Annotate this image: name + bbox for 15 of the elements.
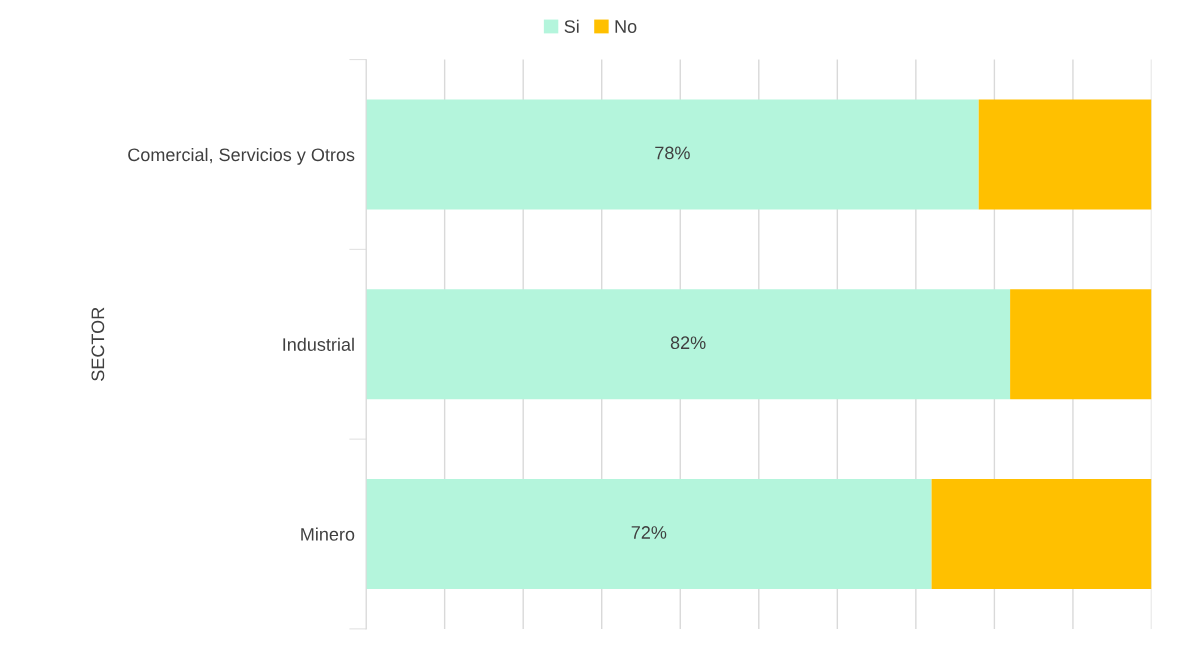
y-tick-label: Minero [301,527,355,541]
data-label: 82% [670,336,706,350]
legend-label: Si [564,19,579,33]
y-tick-label: Comercial, Servicios y Otros [128,147,355,165]
bar [1010,289,1152,400]
y-tick-label: Industrial [283,337,354,351]
legend-label: No [615,20,637,33]
bar [931,478,1152,590]
data-label: 72% [631,526,667,539]
data-label: 78% [655,146,690,160]
bar [366,289,1011,400]
bar [366,478,932,590]
bar [366,99,979,210]
bar [978,99,1152,210]
y-axis-title: SECTOR [91,307,105,381]
